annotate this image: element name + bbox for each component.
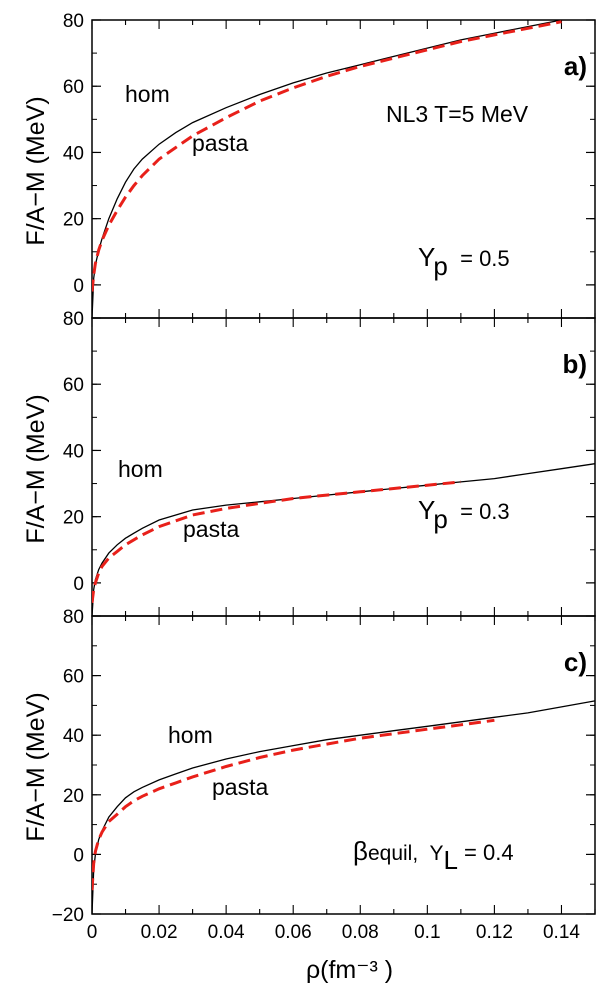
x-tick-label: 0.14 (543, 922, 580, 943)
annotation-pasta: pasta (212, 774, 268, 800)
plot-frame (91, 19, 596, 319)
y-tick-label: 60 (63, 667, 84, 688)
plot-frame (91, 317, 596, 617)
x-tick-label: 0.08 (342, 922, 379, 943)
y-tick-label: 20 (63, 786, 84, 807)
x-tick-label: 0 (87, 922, 98, 943)
x-axis-label: ρ(fm⁻³ ) (306, 956, 393, 984)
annotation-hom: hom (125, 81, 170, 107)
fraction-label: Yp = 0.3 (418, 495, 510, 534)
y-axis-label: F/A−M (MeV) (22, 96, 50, 245)
fraction-subscript: p (433, 251, 447, 281)
annotation-hom: hom (118, 456, 163, 482)
y-tick-label: 80 (63, 11, 84, 32)
fraction-value: = 0.3 (448, 499, 510, 524)
fraction-value: = 0.4 (458, 840, 514, 865)
y-tick-label: 80 (63, 607, 84, 628)
y-tick-label: 20 (63, 508, 84, 529)
y-tick-label: 0 (73, 276, 84, 297)
fraction-label: Yp = 0.5 (418, 242, 510, 281)
annotation-hom: hom (168, 722, 213, 748)
fraction-label: βequil, YL = 0.4 (353, 836, 514, 875)
panel-letter: a) (564, 51, 587, 81)
y-tick-label: −20 (52, 905, 84, 926)
series-line-pasta (92, 20, 562, 292)
series-line-pasta (92, 718, 495, 891)
fraction-prefix: Y (418, 242, 435, 272)
x-tick-label: 0.04 (208, 922, 245, 943)
y-tick-label: 80 (63, 309, 84, 330)
y-tick-label: 0 (73, 574, 84, 595)
series-line-hom (92, 463, 595, 616)
x-tick-label: 0.1 (414, 922, 440, 943)
x-tick-label: 0.06 (275, 922, 312, 943)
series-line-hom (92, 20, 565, 318)
y-tick-label: 0 (73, 845, 84, 866)
series-line-pasta (92, 480, 462, 603)
y-axis-label: F/A−M (MeV) (22, 692, 50, 841)
panel-b: 0 20 40 60 80 F/A−M (MeV) b) hom pasta Yp = 0.3 (22, 309, 596, 617)
plot-frame (91, 615, 596, 915)
x-tick-label: 0.02 (141, 922, 178, 943)
panel-a: 0 20 40 60 80 F/A−M (MeV) a) hom pasta NL3 T=5 Me… (22, 11, 596, 319)
fraction-subscript: p (433, 504, 447, 534)
panel-letter: b) (562, 349, 587, 379)
y-axis-label: F/A−M (MeV) (22, 394, 50, 543)
y-tick-label: 60 (63, 77, 84, 98)
annotation-nl3: NL3 T=5 MeV (386, 101, 529, 127)
fraction-subscript: L (443, 845, 457, 875)
annotation-pasta: pasta (183, 516, 239, 542)
x-tick-label: 0.12 (476, 922, 513, 943)
y-tick-label: 40 (63, 441, 84, 462)
panel-letter: c) (564, 647, 587, 677)
fraction-prefix: Y (418, 495, 435, 525)
annotation-pasta: pasta (192, 130, 248, 156)
y-tick-label: 40 (63, 726, 84, 747)
y-tick-label: 60 (63, 375, 84, 396)
y-tick-label: 40 (63, 143, 84, 164)
fraction-mid: equil, Y (368, 842, 444, 865)
fraction-value: = 0.5 (448, 246, 510, 271)
y-tick-label: 20 (63, 210, 84, 231)
fraction-prefix: β (353, 836, 368, 866)
